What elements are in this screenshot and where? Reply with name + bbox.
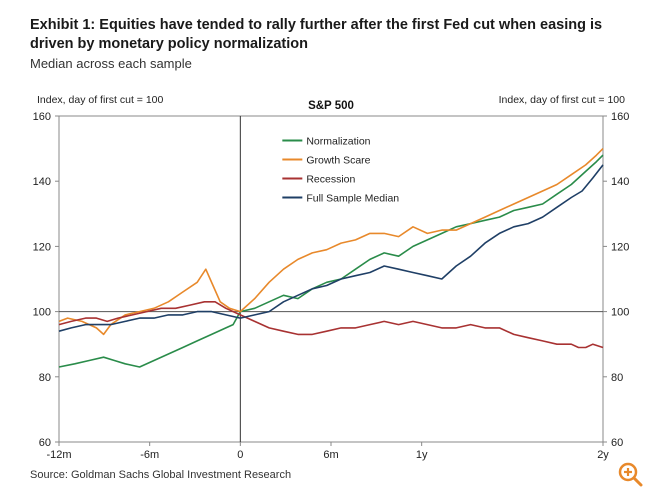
y-tick-label-left: 100 bbox=[33, 307, 51, 319]
x-tick-label: 0 bbox=[237, 449, 243, 461]
source-note: Source: Goldman Sachs Global Investment … bbox=[30, 469, 292, 481]
legend-label: Recession bbox=[306, 173, 355, 185]
zoom-button[interactable] bbox=[616, 460, 646, 490]
zoom-in-icon bbox=[618, 462, 643, 487]
legend-label: Growth Scare bbox=[306, 154, 370, 166]
series-line-normalization bbox=[58, 154, 604, 368]
y-tick-label-right: 100 bbox=[611, 307, 629, 319]
series-line-recession bbox=[58, 301, 604, 349]
series-line-growth-scare bbox=[58, 148, 604, 336]
y-tick-label-left: 60 bbox=[39, 437, 51, 449]
y-tick-label-left: 80 bbox=[39, 372, 51, 384]
y-tick-label-right: 160 bbox=[611, 111, 629, 123]
chart-subtitle: Median across each sample bbox=[30, 56, 192, 71]
x-tick-label: 2y bbox=[597, 449, 609, 461]
y-axis-label-left: Index, day of first cut = 100 bbox=[37, 94, 164, 106]
y-tick-label-right: 60 bbox=[611, 437, 623, 449]
y-axis-label-right: Index, day of first cut = 100 bbox=[499, 94, 626, 106]
y-tick-label-right: 140 bbox=[611, 176, 629, 188]
y-tick-label-right: 80 bbox=[611, 372, 623, 384]
chart-title: Exhibit 1: Equities have tended to rally… bbox=[30, 17, 603, 52]
x-tick-label: -6m bbox=[140, 449, 159, 461]
y-tick-label-right: 120 bbox=[611, 241, 629, 253]
plot-title: S&P 500 bbox=[308, 100, 354, 112]
x-tick-label: 6m bbox=[323, 449, 338, 461]
series-line-full-sample-median bbox=[58, 164, 604, 332]
x-tick-label: -12m bbox=[46, 449, 71, 461]
legend-label: Full Sample Median bbox=[306, 192, 399, 204]
y-tick-label-left: 140 bbox=[33, 176, 51, 188]
y-tick-label-left: 160 bbox=[33, 111, 51, 123]
x-tick-label: 1y bbox=[416, 449, 428, 461]
legend-label: Normalization bbox=[306, 135, 370, 147]
y-tick-label-left: 120 bbox=[33, 241, 51, 253]
